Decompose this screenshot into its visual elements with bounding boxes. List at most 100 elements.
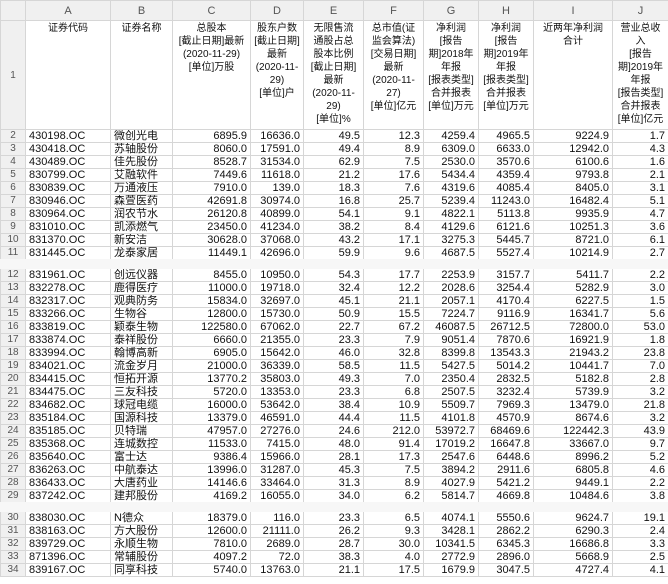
value-cell: 11.5 (363, 359, 424, 373)
value-cell: 16921.9 (533, 333, 613, 347)
row-number: 2 (0, 129, 26, 143)
value-cell: 6100.6 (533, 155, 613, 169)
value-cell: 16647.8 (478, 437, 534, 451)
row: 18 833994.OC 翰博高新 6905.0 15642.0 46.0 32.8 8399… (0, 346, 668, 360)
row: 1 证券代码 证券名称 总股本 [截止日期]最新 (2020-11-29) [单位]万… (0, 20, 668, 130)
value-cell: 1.6 (612, 155, 668, 169)
row-number: 3 (0, 142, 26, 156)
value-cell: 26120.8 (172, 207, 251, 221)
value-cell: 9386.4 (172, 450, 251, 464)
value-cell: 33464.0 (250, 476, 304, 490)
value-cell: 14146.6 (172, 476, 251, 490)
value-cell: 19718.0 (250, 281, 304, 295)
value-cell: 21943.2 (533, 346, 613, 360)
value-cell: 2547.6 (423, 450, 479, 464)
name-cell: 万通液压 (110, 181, 173, 195)
value-cell: 6633.0 (478, 142, 534, 156)
value-cell: 3157.7 (478, 259, 534, 282)
value-cell: 38.3 (303, 550, 364, 564)
value-cell: 5509.7 (423, 398, 479, 412)
value-cell: 17.1 (363, 233, 424, 247)
value-cell: 25.7 (363, 194, 424, 208)
value-cell: 2253.9 (423, 259, 479, 282)
value-cell: 54.3 (303, 259, 364, 282)
row: 7 830946.OC 森萱医药 42691.8 30974.0 16.8 25.7 5239… (0, 194, 668, 208)
value-cell: 21355.0 (250, 333, 304, 347)
code-cell: 839167.OC (25, 563, 111, 577)
value-cell: 36339.0 (250, 359, 304, 373)
code-cell: 833994.OC (25, 346, 111, 360)
value-cell: 5239.4 (423, 194, 479, 208)
row: 29 837242.OC 建邦股份 4169.2 16055.0 34.0 6.2 5814.… (0, 489, 668, 508)
value-cell: 12.3 (363, 129, 424, 143)
value-cell: 10484.6 (533, 489, 613, 508)
code-cell: 832317.OC (25, 294, 111, 308)
name-cell: 中航泰达 (110, 463, 173, 477)
value-cell: 4822.1 (423, 207, 479, 221)
code-cell: 834475.OC (25, 385, 111, 399)
value-cell: 2.8 (612, 372, 668, 386)
code-cell: 830946.OC (25, 194, 111, 208)
value-cell: 7870.6 (478, 333, 534, 347)
row: 33 871396.OC 常辅股份 4097.2 72.0 38.3 4.0 2772.9 28… (0, 550, 668, 564)
value-cell: 30.0 (363, 537, 424, 551)
code-cell: 430198.OC (25, 129, 111, 143)
value-cell: 5445.7 (478, 233, 534, 247)
value-cell: 3.8 (612, 489, 668, 508)
row-number: 13 (0, 281, 26, 295)
value-cell: 72.0 (250, 550, 304, 564)
value-cell: 10341.5 (423, 537, 479, 551)
value-cell: 2057.1 (423, 294, 479, 308)
value-cell: 2350.4 (423, 372, 479, 386)
column-letter: D (250, 0, 304, 21)
value-cell: 8674.6 (533, 411, 613, 425)
value-cell: 7415.0 (250, 437, 304, 451)
code-cell: 833874.OC (25, 333, 111, 347)
value-cell: 4.0 (363, 550, 424, 564)
value-cell: 9793.8 (533, 168, 613, 182)
code-cell: 838030.OC (25, 502, 111, 525)
corner-cell (0, 0, 26, 21)
value-cell: 67062.0 (250, 320, 304, 334)
value-cell: 37068.0 (250, 233, 304, 247)
value-cell: 2.2 (612, 259, 668, 282)
row-number: 31 (0, 524, 26, 538)
value-cell: 5527.4 (478, 246, 534, 265)
value-cell: 8399.8 (423, 346, 479, 360)
row: 16 833819.OC 颖泰生物 122580.0 67062.0 22.7 67.2 46… (0, 320, 668, 334)
value-cell: 23.3 (303, 333, 364, 347)
value-cell: 4259.4 (423, 129, 479, 143)
row-number: 5 (0, 168, 26, 182)
value-cell: 4965.5 (478, 129, 534, 143)
value-cell: 32.8 (363, 346, 424, 360)
row-number: 19 (0, 359, 26, 373)
value-cell: 10.9 (363, 398, 424, 412)
row-number: 27 (0, 463, 26, 477)
code-cell: 839729.OC (25, 537, 111, 551)
column-letter: E (303, 0, 364, 21)
value-cell: 9116.9 (478, 307, 534, 321)
value-cell: 11000.0 (172, 281, 251, 295)
row: 24 835185.OC 贝特瑞 47957.0 27276.0 24.6 212.0 539… (0, 424, 668, 438)
value-cell: 3428.1 (423, 524, 479, 538)
value-cell: 46591.0 (250, 411, 304, 425)
name-cell: 龙泰家居 (110, 246, 173, 265)
row: 2 430198.OC 微创光电 6895.9 16636.0 49.5 12.3 4259.… (0, 129, 668, 143)
value-cell: 13996.0 (172, 463, 251, 477)
value-cell: 2.1 (612, 168, 668, 182)
value-cell: 5.1 (612, 194, 668, 208)
header-cell: 无限售流 通股占总 股本比例 [截止日期] 最新 (2020-11- 29) [… (303, 20, 364, 130)
value-cell: 35803.0 (250, 372, 304, 386)
value-cell: 53642.0 (250, 398, 304, 412)
name-cell: 翰博高新 (110, 346, 173, 360)
header-cell: 总市值(证 监会算法) [交易日期] 最新 (2020-11- 27) [单位]… (363, 20, 424, 130)
value-cell: 16482.4 (533, 194, 613, 208)
row: 10 831370.OC 新安洁 30628.0 37068.0 43.2 17.1 3275… (0, 233, 668, 247)
value-cell: 7224.7 (423, 307, 479, 321)
value-cell: 6290.3 (533, 524, 613, 538)
value-cell: 18.3 (303, 181, 364, 195)
row-number: 28 (0, 476, 26, 490)
column-letter: J (612, 0, 668, 21)
value-cell: 6895.9 (172, 129, 251, 143)
value-cell: 32697.0 (250, 294, 304, 308)
